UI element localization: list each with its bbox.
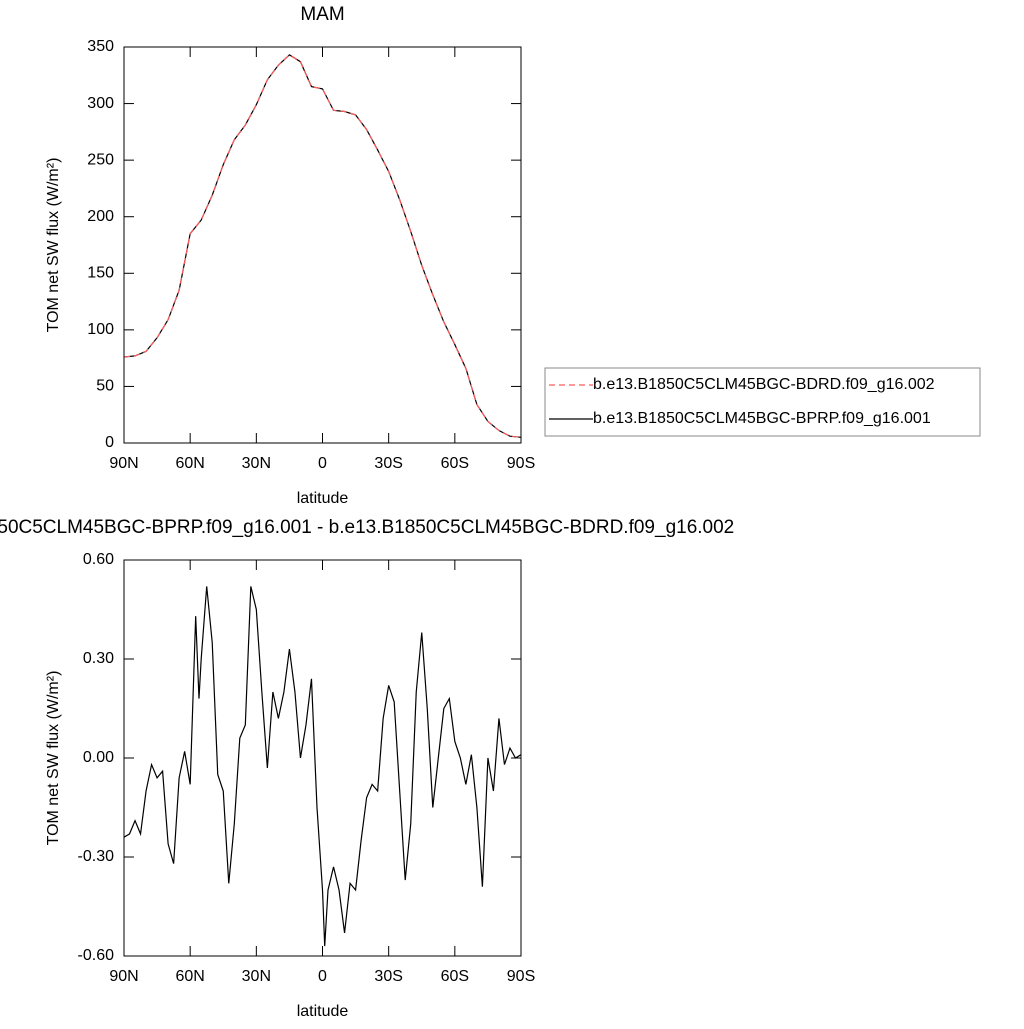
- y-tick-label: 350: [87, 38, 114, 55]
- x-axis-label: latitude: [297, 1003, 349, 1020]
- y-tick-label: 100: [87, 321, 114, 338]
- y-tick-label: 50: [96, 378, 114, 395]
- legend-label: b.e13.B1850C5CLM45BGC-BPRP.f09_g16.001: [593, 410, 931, 427]
- y-axis-label: TOM net SW flux (W/m²): [45, 671, 62, 846]
- y-tick-label: 0.00: [83, 749, 114, 766]
- x-tick-label: 60N: [175, 968, 204, 985]
- x-tick-label: 30N: [242, 968, 271, 985]
- x-tick-label: 0: [318, 455, 327, 472]
- x-tick-label: 60N: [175, 455, 204, 472]
- x-axis-label: latitude: [297, 490, 349, 507]
- x-tick-label: 90S: [507, 968, 535, 985]
- y-tick-label: 0: [105, 434, 114, 451]
- legend: b.e13.B1850C5CLM45BGC-BDRD.f09_g16.002 b.…: [544, 367, 981, 437]
- x-tick-label: 0: [318, 968, 327, 985]
- x-tick-label: 90N: [109, 968, 138, 985]
- y-tick-label: 250: [87, 151, 114, 168]
- chart-title: MAM: [300, 4, 344, 25]
- x-tick-label: 30S: [374, 968, 402, 985]
- plot-frame: [123, 46, 522, 444]
- y-tick-label: 0.60: [83, 551, 114, 568]
- y-tick-label: -0.30: [78, 848, 115, 865]
- legend-label: b.e13.B1850C5CLM45BGC-BDRD.f09_g16.002: [593, 376, 935, 393]
- data-line: [123, 54, 522, 438]
- chart-title: b.e13.B1850C5CLM45BGC-BPRP.f09_g16.001 -…: [0, 517, 734, 538]
- y-tick-label: 200: [87, 208, 114, 225]
- data-line: [123, 54, 522, 438]
- y-tick-label: 300: [87, 95, 114, 112]
- x-tick-label: 60S: [441, 968, 469, 985]
- legend-frame: [544, 367, 981, 437]
- x-tick-label: 60S: [441, 455, 469, 472]
- plot-frame: [123, 559, 522, 957]
- data-line: [123, 586, 522, 947]
- x-tick-label: 90N: [109, 455, 138, 472]
- x-tick-label: 30S: [374, 455, 402, 472]
- y-axis-label: TOM net SW flux (W/m²): [45, 158, 62, 333]
- x-tick-label: 90S: [507, 455, 535, 472]
- x-tick-label: 30N: [242, 455, 271, 472]
- y-tick-label: 150: [87, 265, 114, 282]
- y-tick-label: 0.30: [83, 650, 114, 667]
- y-tick-label: -0.60: [78, 947, 115, 964]
